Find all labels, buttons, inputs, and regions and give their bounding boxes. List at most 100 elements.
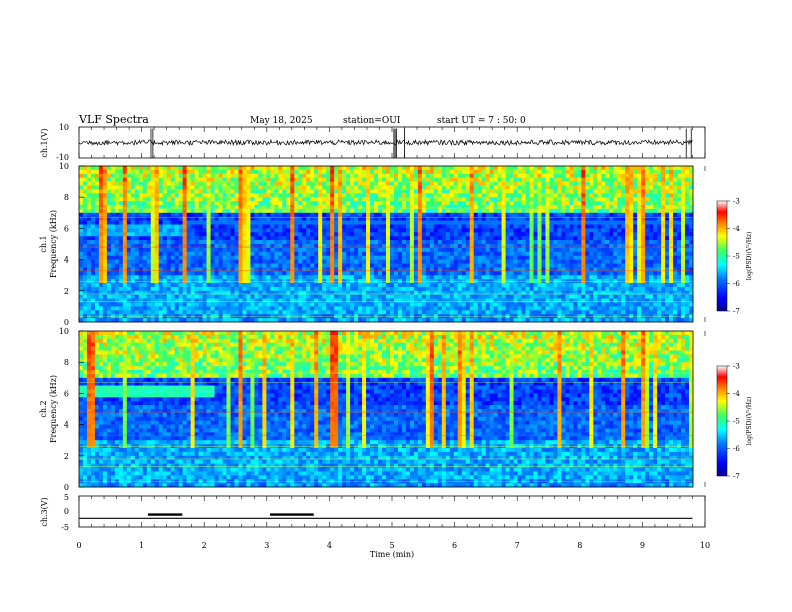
spectrogram-cell [401, 259, 407, 264]
spectrogram-cell [413, 220, 419, 225]
spectrogram-cell [186, 286, 191, 292]
spectrogram-cell [445, 290, 451, 295]
spectrogram-cell [342, 193, 347, 198]
spectrogram-cell [314, 232, 319, 237]
spectrogram-cell [310, 185, 315, 190]
spectrogram-cell [262, 255, 267, 260]
spectrogram-cell [489, 318, 494, 323]
spectrogram-cell [513, 201, 518, 206]
spectrogram-cell [150, 224, 156, 229]
spectrogram-cell [386, 205, 391, 210]
spectrogram-cell [342, 236, 347, 241]
spectrogram-cell [102, 169, 108, 175]
spectrogram-cell [449, 318, 455, 323]
spectrogram-cell [366, 201, 371, 206]
spectrogram-cell [477, 205, 482, 210]
spectrogram-cell [178, 290, 183, 295]
spectrogram-cell [294, 318, 299, 323]
spectrogram-cell [246, 286, 251, 292]
spectrogram-cell [214, 263, 219, 268]
spectrogram-cell [393, 205, 399, 210]
spectrogram-cell [242, 283, 247, 288]
spectrogram-cell [286, 197, 291, 202]
spectrogram-cell [505, 177, 510, 182]
spectrogram-cell [222, 255, 227, 260]
spectrogram-cell [370, 318, 375, 323]
spectrogram-cell [294, 259, 299, 264]
spectrogram-cell [366, 208, 371, 214]
spectrogram-cell [306, 224, 311, 229]
spectrogram-cell [182, 205, 187, 210]
spectrogram-cell [290, 173, 295, 178]
spectrogram-cell [473, 236, 478, 241]
spectrogram-cell [334, 169, 339, 175]
spectrogram-cell [242, 247, 247, 253]
spectrogram-cell [230, 306, 235, 311]
spectrogram-cell [449, 220, 455, 225]
spectrogram-cell [282, 193, 287, 198]
spectrogram-cell [537, 271, 542, 276]
spectrogram-cell [334, 240, 339, 245]
spectrogram-cell [90, 283, 96, 288]
spectrogram-cell [270, 271, 275, 276]
spectrogram-cell [306, 166, 311, 171]
spectrogram-cell [210, 247, 215, 253]
spectrogram-cell [529, 189, 534, 194]
spectrogram-cell [461, 259, 467, 264]
spectrogram-cell [382, 318, 387, 323]
spectrogram-cell [437, 169, 443, 175]
spectrogram-cell [350, 201, 355, 206]
spectrogram-cell [330, 205, 335, 210]
spectrogram-cell [282, 318, 287, 323]
spectrogram-cell [354, 294, 359, 299]
spectrogram-cell [513, 173, 518, 178]
spectrogram-cell [389, 271, 395, 276]
spectrogram-cell [162, 294, 168, 299]
spectrogram-cell [194, 259, 199, 264]
spectrogram-cell [362, 185, 367, 190]
spectrogram-cell [469, 177, 475, 182]
spectrogram-cell [118, 302, 124, 307]
spectrogram-cell [158, 290, 164, 295]
spectrogram-cell [190, 208, 195, 214]
spectrogram-cell [465, 166, 471, 171]
spectrogram-cell [481, 201, 486, 206]
spectrogram-cell [306, 251, 311, 256]
spectrogram-cell [405, 224, 411, 229]
spectrogram-cell [370, 275, 375, 280]
spectrogram-cell [106, 236, 112, 241]
spectrogram-cell [106, 247, 112, 253]
spectrogram-cell [126, 189, 132, 194]
spectrogram-cell [94, 318, 100, 323]
spectrogram-cell [218, 177, 223, 182]
spectrogram-cell [501, 212, 506, 217]
spectrogram-cell [82, 201, 88, 206]
spectrogram-cell [238, 236, 243, 241]
spectrogram-cell [190, 267, 195, 272]
spectrogram-cell [449, 232, 455, 237]
spectrogram-cell [405, 189, 411, 194]
spectrogram-cell [417, 275, 423, 280]
spectrogram-cell [521, 185, 526, 190]
spectrogram-cell [130, 197, 136, 202]
spectrogram-cell [154, 205, 160, 210]
spectrogram-cell [118, 208, 124, 214]
spectrogram-cell [186, 259, 191, 264]
spectrogram-cell [166, 197, 171, 202]
spectrogram-cell [190, 189, 195, 194]
spectrogram-cell [389, 298, 395, 303]
spectrogram-cell [306, 259, 311, 264]
spectrogram-cell [429, 216, 435, 221]
spectrogram-cell [437, 251, 443, 256]
spectrogram-cell [166, 212, 171, 217]
spectrogram-cell [497, 247, 502, 253]
spectrogram-cell [429, 251, 435, 256]
spectrogram-cell [178, 294, 183, 299]
spectrogram-cell [330, 286, 335, 292]
spectrogram-cell [338, 267, 343, 272]
spectrogram-cell [405, 275, 411, 280]
spectrogram-cell [170, 306, 175, 311]
spectrogram-cell [354, 232, 359, 237]
spectrogram-cell [134, 298, 140, 303]
